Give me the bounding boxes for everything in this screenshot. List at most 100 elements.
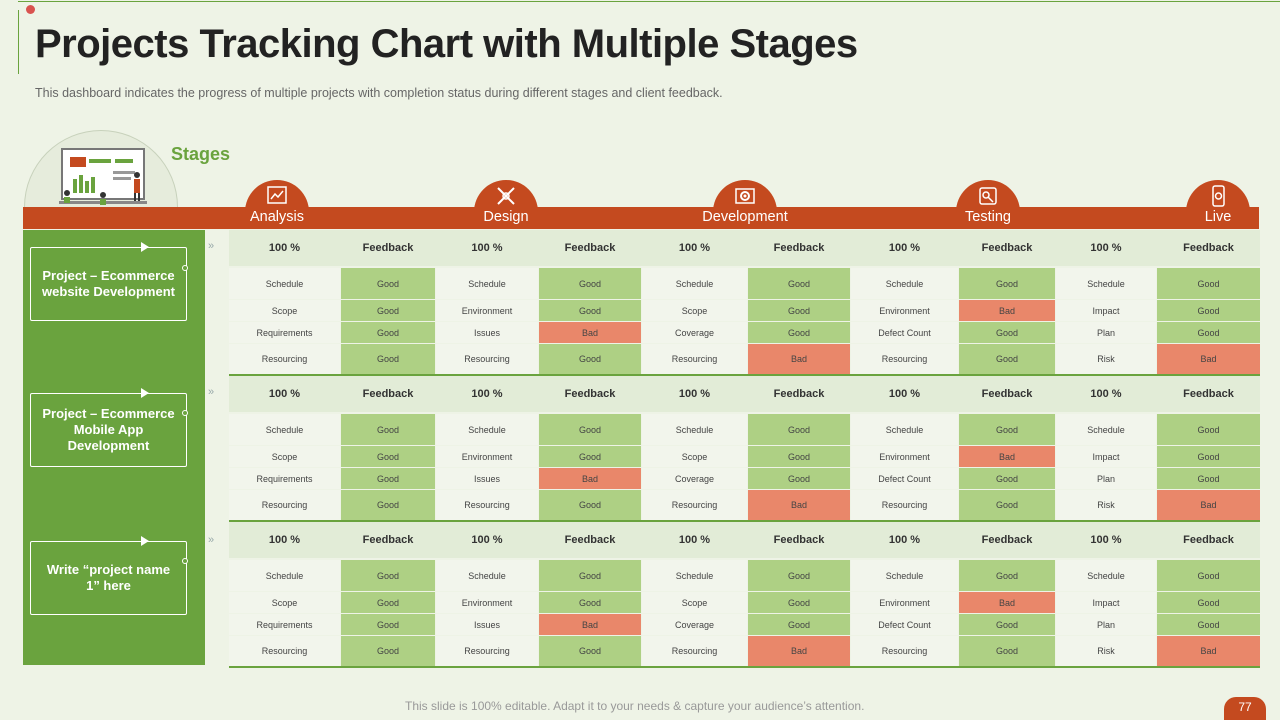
percent-header: 100 % <box>888 242 921 254</box>
feedback-header: Feedback <box>981 388 1033 400</box>
page-title: Projects Tracking Chart with Multiple St… <box>35 22 858 66</box>
metric-label: Schedule <box>1056 414 1156 445</box>
feedback-status: Bad <box>748 636 850 666</box>
feedback-status: Good <box>748 614 850 635</box>
feedback-status: Good <box>341 560 435 591</box>
feedback-header: Feedback <box>1183 388 1234 400</box>
feedback-status: Bad <box>748 344 850 374</box>
feedback-status: Good <box>959 636 1055 666</box>
feedback-status: Good <box>539 490 641 520</box>
feedback-status: Bad <box>1157 344 1260 374</box>
metric-label: Resourcing <box>851 490 958 520</box>
design-tools-icon <box>497 187 515 205</box>
metric-label: Defect Count <box>851 468 958 489</box>
metric-label: Plan <box>1056 322 1156 343</box>
footer-note: This slide is 100% editable. Adapt it to… <box>405 699 865 713</box>
metric-label: Impact <box>1056 592 1156 613</box>
percent-header: 100 % <box>888 534 921 546</box>
feedback-status: Good <box>539 268 641 299</box>
metric-label: Resourcing <box>229 636 340 666</box>
table-row: Requirements Good Issues Bad Coverage Good Def… <box>229 614 1260 635</box>
metric-label: Schedule <box>642 268 747 299</box>
feedback-status: Bad <box>959 592 1055 613</box>
feedback-status: Good <box>959 344 1055 374</box>
project-label-1: Project – Ecommerce website Development <box>30 247 187 321</box>
knob-icon <box>182 558 188 564</box>
block-separator <box>229 520 1260 522</box>
metric-label: Requirements <box>229 468 340 489</box>
feedback-header: Feedback <box>362 534 414 546</box>
feedback-status: Good <box>539 560 641 591</box>
chevron-right-icon: » <box>208 386 215 398</box>
feedback-status: Good <box>748 592 850 613</box>
grid-header-row: 100 % Feedback 100 % Feedback 100 % Feedback 1… <box>229 522 1260 558</box>
stage-bar <box>23 207 1259 229</box>
metric-label: Schedule <box>851 268 958 299</box>
feedback-status: Good <box>959 490 1055 520</box>
feedback-status: Good <box>1157 592 1260 613</box>
metric-label: Schedule <box>436 414 538 445</box>
feedback-status: Bad <box>539 322 641 343</box>
percent-header: 100 % <box>471 388 503 400</box>
percent-header: 100 % <box>888 388 921 400</box>
testing-icon <box>979 187 997 205</box>
feedback-status: Good <box>748 268 850 299</box>
table-row: Schedule Good Schedule Good Schedule Good Sche… <box>229 268 1260 299</box>
metric-label: Schedule <box>436 560 538 591</box>
presentation-illustration <box>24 130 178 210</box>
feedback-status: Bad <box>539 468 641 489</box>
metric-label: Defect Count <box>851 322 958 343</box>
feedback-header: Feedback <box>1183 534 1234 546</box>
feedback-status: Good <box>539 300 641 321</box>
metric-label: Environment <box>436 300 538 321</box>
table-row: Requirements Good Issues Bad Coverage Good Def… <box>229 322 1260 343</box>
feedback-status: Good <box>341 636 435 666</box>
stages-label: Stages <box>171 144 231 164</box>
percent-header: 100 % <box>268 534 301 546</box>
top-rule <box>18 1 1280 2</box>
feedback-status: Good <box>748 300 850 321</box>
metric-label: Environment <box>436 446 538 467</box>
metric-label: Resourcing <box>642 344 747 374</box>
feedback-status: Good <box>748 446 850 467</box>
chevron-right-icon: » <box>208 534 215 546</box>
feedback-header: Feedback <box>981 242 1033 254</box>
stage-name: Analysis <box>250 209 304 225</box>
feedback-status: Good <box>341 344 435 374</box>
metric-label: Issues <box>436 468 538 489</box>
metric-label: Impact <box>1056 300 1156 321</box>
feedback-status: Good <box>748 560 850 591</box>
metric-label: Resourcing <box>436 344 538 374</box>
metric-label: Coverage <box>642 322 747 343</box>
table-row: Scope Good Environment Good Scope Good Environ… <box>229 592 1260 613</box>
feedback-status: Bad <box>1157 490 1260 520</box>
feedback-status: Good <box>539 592 641 613</box>
metric-label: Scope <box>229 592 340 613</box>
feedback-header: Feedback <box>362 388 414 400</box>
feedback-header: Feedback <box>1183 242 1234 254</box>
table-row: Scope Good Environment Good Scope Good Environ… <box>229 446 1260 467</box>
stage-testing: Testing <box>928 180 1048 229</box>
feedback-header: Feedback <box>362 242 414 254</box>
block-separator <box>229 374 1260 376</box>
metric-label: Plan <box>1056 468 1156 489</box>
metric-label: Resourcing <box>436 490 538 520</box>
percent-header: 100 % <box>471 534 503 546</box>
feedback-status: Good <box>341 414 435 445</box>
feedback-status: Good <box>341 490 435 520</box>
table-row: Resourcing Good Resourcing Good Resourcing Ba… <box>229 344 1260 374</box>
project-label-3: Write “project name 1” here <box>30 541 187 615</box>
feedback-status: Bad <box>959 446 1055 467</box>
table-row: Schedule Good Schedule Good Schedule Good Sche… <box>229 560 1260 591</box>
feedback-status: Good <box>341 268 435 299</box>
stage-design: Design <box>446 180 566 229</box>
metric-label: Defect Count <box>851 614 958 635</box>
feedback-status: Bad <box>748 490 850 520</box>
feedback-status: Good <box>341 300 435 321</box>
feedback-status: Good <box>1157 322 1260 343</box>
stage-name: Design <box>483 209 529 225</box>
metric-label: Schedule <box>642 414 747 445</box>
stage-name: Live <box>1204 209 1232 225</box>
feedback-status: Bad <box>959 300 1055 321</box>
project-label-2: Project – Ecommerce Mobile App Developme… <box>30 393 187 467</box>
